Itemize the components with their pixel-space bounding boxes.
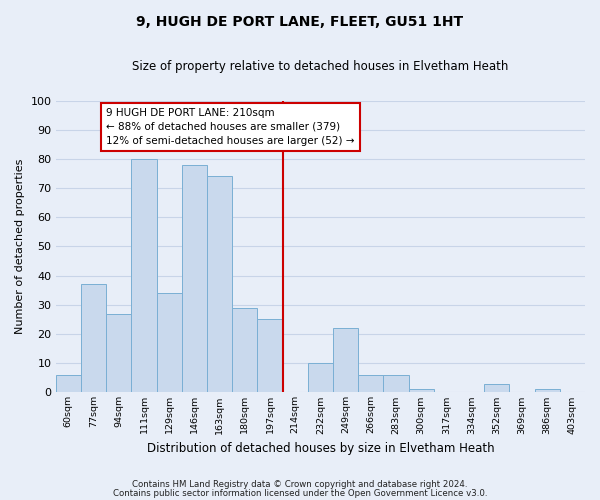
Bar <box>81 284 106 393</box>
Bar <box>207 176 232 392</box>
Bar <box>308 363 333 392</box>
Bar <box>232 308 257 392</box>
Text: Contains public sector information licensed under the Open Government Licence v3: Contains public sector information licen… <box>113 488 487 498</box>
Bar <box>358 375 383 392</box>
Bar <box>257 320 283 392</box>
X-axis label: Distribution of detached houses by size in Elvetham Heath: Distribution of detached houses by size … <box>146 442 494 455</box>
Bar <box>409 390 434 392</box>
Bar <box>106 314 131 392</box>
Bar <box>157 293 182 392</box>
Bar <box>484 384 509 392</box>
Bar <box>535 390 560 392</box>
Title: Size of property relative to detached houses in Elvetham Heath: Size of property relative to detached ho… <box>132 60 509 73</box>
Bar <box>131 159 157 392</box>
Text: 9 HUGH DE PORT LANE: 210sqm
← 88% of detached houses are smaller (379)
12% of se: 9 HUGH DE PORT LANE: 210sqm ← 88% of det… <box>106 108 355 146</box>
Y-axis label: Number of detached properties: Number of detached properties <box>15 159 25 334</box>
Bar <box>182 165 207 392</box>
Text: 9, HUGH DE PORT LANE, FLEET, GU51 1HT: 9, HUGH DE PORT LANE, FLEET, GU51 1HT <box>136 15 464 29</box>
Bar <box>56 375 81 392</box>
Text: Contains HM Land Registry data © Crown copyright and database right 2024.: Contains HM Land Registry data © Crown c… <box>132 480 468 489</box>
Bar <box>383 375 409 392</box>
Bar <box>333 328 358 392</box>
